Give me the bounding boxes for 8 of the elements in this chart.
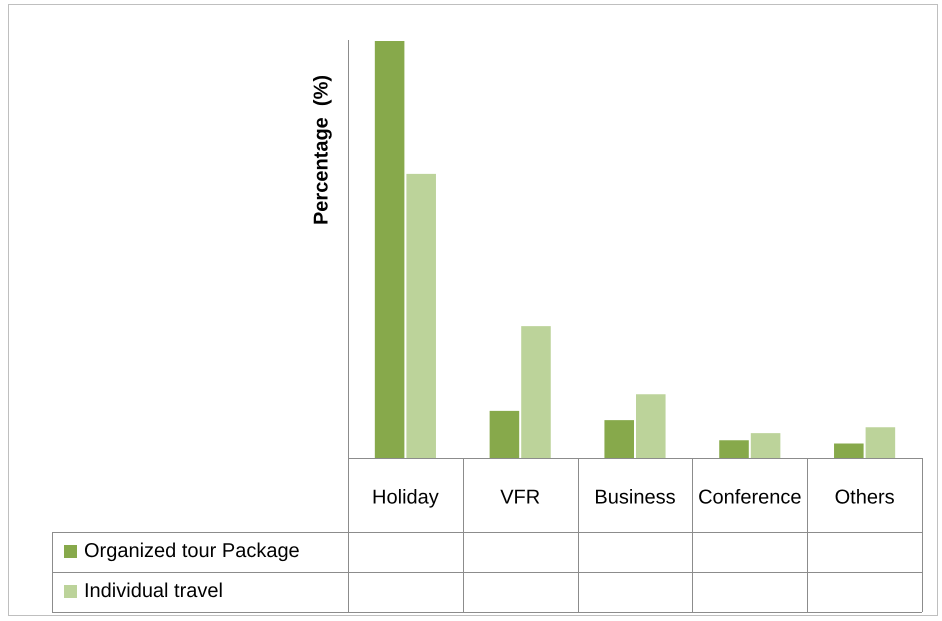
legend-label: Organized tour Package (84, 540, 300, 563)
x-tick-label: Conference (698, 486, 802, 509)
x-tick-label: Holiday (372, 486, 439, 509)
y-axis-title: Percentage (%) (310, 74, 334, 226)
x-tick-label: VFR (500, 486, 540, 509)
legend-label: Individual travel (84, 580, 223, 603)
x-tick-label: Others (834, 486, 895, 509)
x-tick-label: Business (594, 486, 676, 509)
